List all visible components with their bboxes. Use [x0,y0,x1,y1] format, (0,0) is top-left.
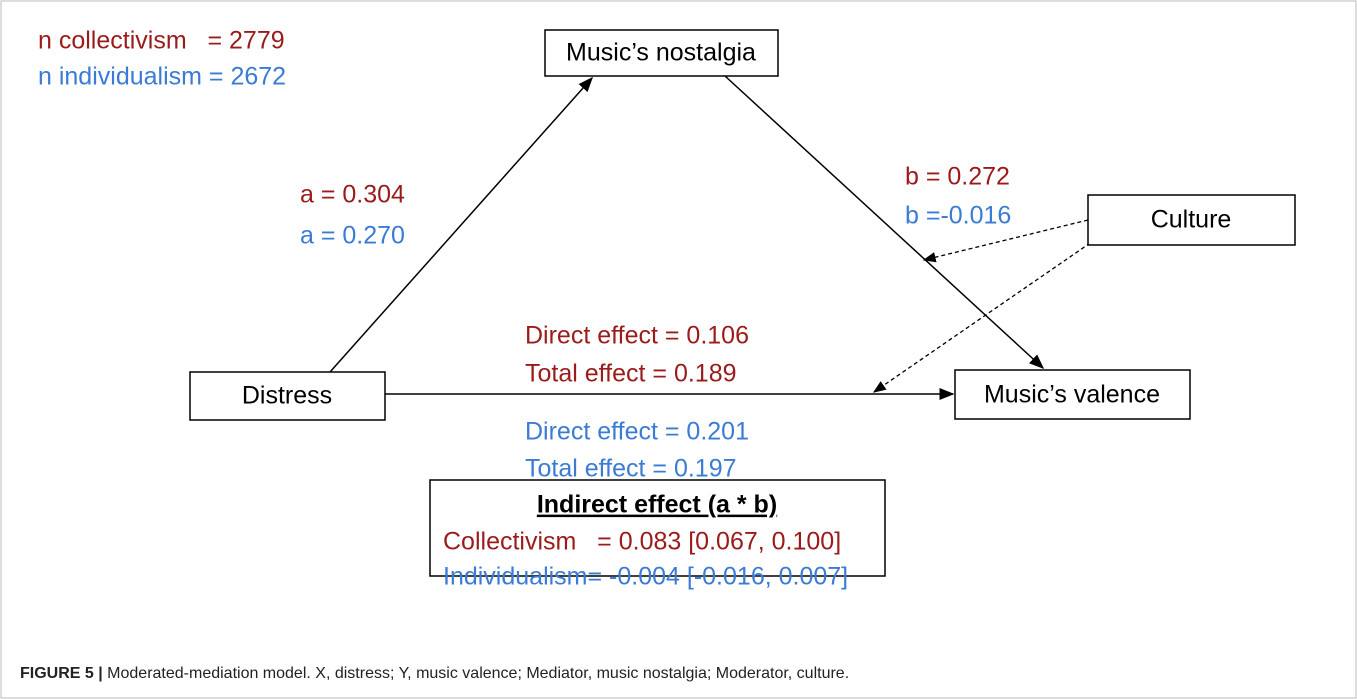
indirect-collectivism: Collectivism = 0.083 [0.067, 0.100] [443,528,841,556]
total-effect: Total effect = 0.197 [525,455,737,483]
indirect-box [429,479,886,577]
node-label: Music’s nostalgia [566,39,756,67]
moderation-arrow-b [922,219,1089,263]
path-a-label: a = 0.270 [300,222,405,250]
node-label: Distress [242,382,332,410]
path-b-label: b =-0.016 [905,202,1011,230]
node-box [189,371,386,421]
node-box [954,369,1191,420]
direct-effect: Direct effect = 0.201 [525,418,749,446]
node-box [544,29,779,77]
caption-text: Moderated-mediation model. X, distress; … [103,665,849,682]
arrow-a [329,76,593,373]
n-individualism: n individualism = 2672 [38,63,286,91]
caption-label: FIGURE 5 | [20,665,103,682]
node-label: Music’s valence [984,381,1160,409]
path-a-label: a = 0.304 [300,181,405,209]
moderation-arrow-c [872,238,1097,393]
path-b-label: b = 0.272 [905,163,1010,191]
caption: FIGURE 5 | Moderated-mediation model. X,… [20,665,849,682]
n-collectivism: n collectivism = 2779 [38,27,285,55]
indirect-title: Indirect effect (a * b) [537,491,777,519]
direct-effect: Direct effect = 0.106 [525,322,749,350]
arrows [329,75,1097,400]
arrow-b [724,75,1045,370]
total-effect: Total effect = 0.189 [525,360,737,388]
node-box [1087,194,1296,246]
node-label: Culture [1151,206,1232,234]
indirect-individualism: Individualism= -0.004 [-0.016, 0.007] [443,563,848,591]
